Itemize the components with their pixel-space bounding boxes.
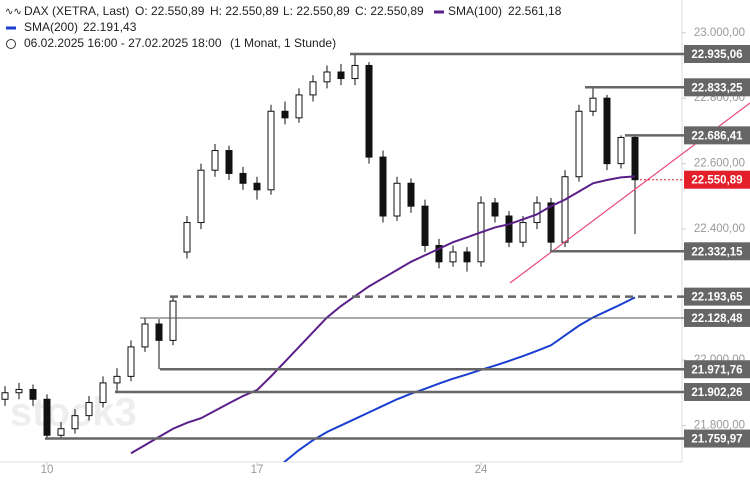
sma-line — [282, 296, 636, 462]
level-box — [684, 242, 750, 261]
y-tick-label: 23.000,00 — [694, 27, 745, 39]
candle-body — [463, 251, 471, 263]
candle-body — [71, 415, 79, 430]
candle-body — [365, 64, 373, 158]
candle-body — [85, 402, 93, 417]
legend-value: 22.191,43 — [83, 20, 137, 34]
candle-body — [253, 182, 261, 191]
candle-body — [183, 222, 191, 253]
level-label: 21.759,97 — [691, 434, 742, 446]
candle-body — [99, 382, 107, 404]
candle-body — [225, 150, 233, 174]
legend-name: SMA(200) — [24, 20, 78, 34]
candle-body — [281, 110, 289, 119]
x-tick-label: 24 — [475, 464, 488, 476]
ohlc: L: 22.550,89 — [283, 4, 350, 18]
candle-body — [379, 156, 387, 217]
candle-body — [15, 388, 23, 394]
candle-body — [519, 222, 527, 243]
candle-body — [323, 71, 331, 83]
candle-body — [589, 97, 597, 112]
candle-body — [113, 375, 121, 384]
x-tick-label: 17 — [251, 464, 264, 476]
interval: (1 Monat, 1 Stunde) — [230, 36, 336, 50]
candle-body — [617, 136, 625, 165]
x-tick-label: 10 — [41, 464, 54, 476]
candle-body — [491, 202, 499, 217]
instrument: DAX (XETRA, Last) — [24, 4, 129, 18]
level-label: 22.833,25 — [691, 82, 743, 94]
candle-body — [267, 110, 275, 191]
candle-body — [211, 150, 219, 171]
clock-icon — [6, 39, 16, 49]
candle-body — [337, 71, 345, 80]
candle-body — [435, 244, 443, 263]
candle-body — [407, 182, 415, 207]
candle-body — [169, 300, 177, 341]
plot-area — [1, 53, 639, 462]
level-box — [684, 44, 750, 63]
candle-body — [309, 81, 317, 96]
ohlc: C: 22.550,89 — [355, 4, 424, 18]
candle-body — [43, 398, 51, 436]
ohlc: H: 22.550,89 — [210, 4, 279, 18]
candle-body — [295, 94, 303, 119]
sma-line — [130, 175, 636, 455]
candle-body — [547, 202, 555, 243]
level-box — [684, 382, 750, 401]
level-label: 21.971,76 — [691, 364, 742, 376]
candle-body — [29, 388, 37, 400]
level-box — [684, 360, 750, 379]
level-box — [684, 126, 750, 145]
level-label: 22.935,06 — [691, 49, 742, 61]
candle-body — [141, 323, 149, 348]
candle-body — [351, 64, 359, 80]
y-tick-label: 22.600,00 — [694, 158, 745, 170]
candle-body — [393, 182, 401, 217]
candle-body — [603, 97, 611, 165]
current-box — [684, 170, 750, 189]
level-label: 22.128,48 — [691, 313, 743, 325]
candle-body — [1, 392, 9, 400]
ohlc: O: 22.550,89 — [135, 4, 205, 18]
level-label: 21.902,26 — [691, 387, 742, 399]
candle-body — [631, 136, 639, 181]
candle-body — [155, 323, 163, 341]
current-label: 22.550,89 — [691, 175, 742, 187]
period: 06.02.2025 16:00 - 27.02.2025 18:00 — [24, 36, 222, 50]
candle-body — [421, 205, 429, 246]
level-box — [684, 308, 750, 327]
legend-name: SMA(100) — [448, 4, 502, 18]
y-tick-label: 22.400,00 — [694, 223, 745, 235]
header: ∿∿ DAX (XETRA, Last) O: 22.550,89 H: 22.… — [5, 4, 562, 50]
icon: ∿∿ — [5, 7, 22, 18]
level-label: 22.686,41 — [691, 130, 743, 142]
y-tick-label: 21.800,00 — [694, 419, 745, 431]
level-box — [684, 287, 750, 306]
level-label: 22.332,15 — [691, 246, 743, 258]
level-label: 22.193,65 — [691, 292, 743, 304]
candle-body — [127, 346, 135, 377]
candle-body — [57, 428, 65, 436]
candle-body — [449, 251, 457, 263]
candle-body — [239, 172, 247, 184]
candle-body — [561, 176, 569, 243]
level-box — [684, 429, 750, 448]
candle-body — [575, 110, 583, 178]
candle-body — [505, 215, 513, 243]
candle-body — [197, 169, 205, 224]
legend-value: 22.561,18 — [508, 4, 562, 18]
level-box — [684, 78, 750, 97]
